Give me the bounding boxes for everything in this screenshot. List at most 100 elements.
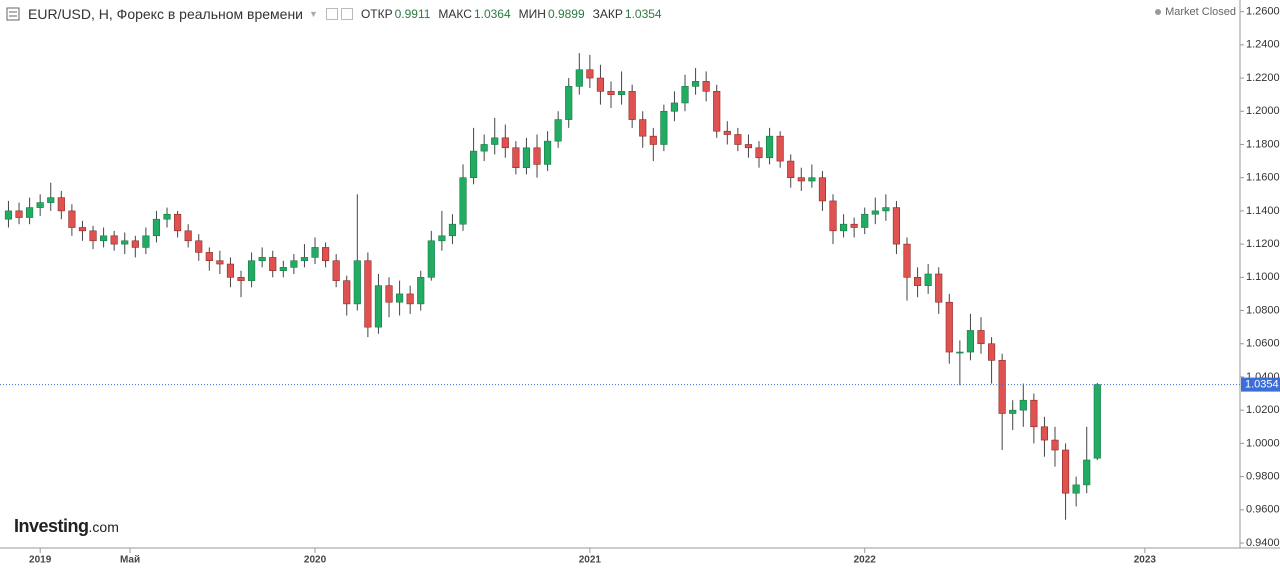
candle-body [988,343,996,361]
candle-body [871,210,879,215]
candle-body [670,102,679,112]
y-tick-label: 1.2600 [1246,6,1280,18]
candle-body [364,260,372,328]
candle-body [607,91,615,95]
candle-body [57,197,65,212]
candle-body [850,223,858,228]
candle-body [702,81,710,92]
ohlc-label: ОТКР [360,7,393,21]
y-tick-label: 1.1200 [1246,238,1280,250]
candle-body [311,247,319,258]
candle-body [522,147,531,169]
last-price-label: 1.0354 [1245,379,1279,391]
candle-body [459,177,467,225]
y-tick-label: 1.0600 [1246,338,1280,350]
y-tick-label: 1.1400 [1246,205,1280,217]
candle-body [131,240,139,248]
candle-body [47,197,55,203]
menu-icon[interactable] [4,6,26,22]
candle-body [121,240,129,245]
candle-body [322,247,330,262]
x-tick-label: 2020 [304,555,327,566]
candle-body [776,135,784,162]
x-tick-label: 2022 [854,555,877,566]
candle-body [1040,426,1049,441]
candle-body [184,230,192,242]
candle-body [491,137,499,145]
candle-body [945,301,953,353]
candle-body [1083,459,1091,486]
ohlc-label: ЗАКР [592,7,623,21]
candle-body [882,207,890,212]
candle-body [639,119,647,137]
candle-body [152,218,161,237]
candle-body [512,147,520,169]
candle-body [36,202,44,208]
candle-body [575,69,583,87]
candle-body [195,240,203,253]
candle-body [385,285,393,303]
ohlc-value: 1.0364 [473,7,511,21]
candle-body [427,240,435,278]
candle-body [343,280,351,305]
candle-body [554,119,562,142]
candle-body [448,223,457,237]
candle-body [279,267,287,271]
y-tick-label: 1.0000 [1246,437,1280,449]
candle-body [681,86,689,104]
candle-body [269,257,277,271]
candle-body [766,135,774,159]
candle-body [163,213,171,220]
brand-suffix: .com [88,519,119,535]
candle-body [544,140,552,165]
settings-icon[interactable] [325,8,338,20]
candle-body [1061,449,1070,494]
candle-body [216,260,224,265]
last-price-box [1241,377,1280,392]
candle-body [332,260,340,281]
market-status: Market Closed [1155,6,1236,18]
y-tick-label: 1.1800 [1246,138,1280,150]
y-tick-label: 1.1000 [1246,271,1280,283]
dropdown-arrow[interactable]: ▼ [309,9,318,19]
candle-body [480,144,488,152]
candle-body [501,137,509,149]
candle-body [734,134,742,145]
y-tick-label: 1.0800 [1246,304,1280,316]
candle-body [1019,399,1027,411]
x-tick-label: Май [120,555,140,566]
candle-body [977,330,985,345]
candle-body [110,235,118,245]
y-tick-label: 0.9400 [1246,537,1280,549]
candle-body [1030,399,1038,428]
candle-body [660,110,668,145]
candle-body [89,230,97,242]
candle-body [26,207,34,218]
x-tick-label: 2021 [579,555,602,566]
candle-body [903,243,911,278]
y-tick-label: 1.1600 [1246,172,1280,184]
ohlc-label: МИН [518,7,546,21]
settings-icon[interactable] [340,8,353,20]
x-tick-label: 2023 [1134,555,1157,566]
candle-body [353,260,361,305]
candle-body [4,210,13,220]
candle-body [1009,409,1017,414]
candle-body [1051,439,1059,451]
candle-body [258,257,266,262]
candle-body [78,227,87,232]
candle-body [586,69,594,79]
candle-body [797,177,805,182]
candle-body [755,147,763,159]
candle-body [226,263,235,278]
candle-body [248,260,256,281]
candle-body [808,177,816,182]
candle-body [892,207,901,245]
candle-body [1072,484,1080,494]
y-tick-label: 0.9600 [1246,504,1280,516]
candle-body [237,277,245,281]
candle-body [1093,384,1101,459]
y-tick-label: 1.0200 [1246,404,1280,416]
candle-body [396,293,404,303]
ohlc-value: 0.9899 [547,7,585,21]
